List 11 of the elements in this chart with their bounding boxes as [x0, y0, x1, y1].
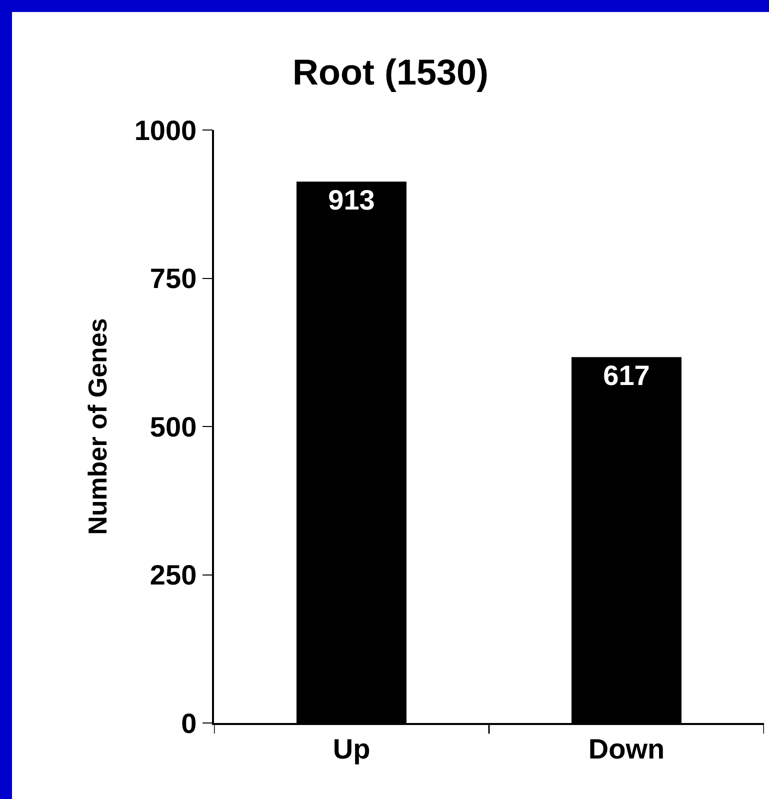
- x-tick-label: Down: [588, 733, 665, 764]
- y-tick-label: 0: [181, 708, 197, 739]
- y-axis-title: Number of Genes: [82, 318, 112, 535]
- y-tick-label: 250: [150, 560, 197, 591]
- x-tick-label: Up: [332, 733, 370, 764]
- data-label: 617: [603, 360, 650, 392]
- y-tick-label: 1000: [134, 114, 197, 146]
- chart-title: Root (1530): [292, 51, 489, 92]
- data-label: 913: [328, 184, 375, 216]
- y-tick-label: 500: [150, 411, 197, 442]
- y-tick-label: 750: [150, 263, 197, 294]
